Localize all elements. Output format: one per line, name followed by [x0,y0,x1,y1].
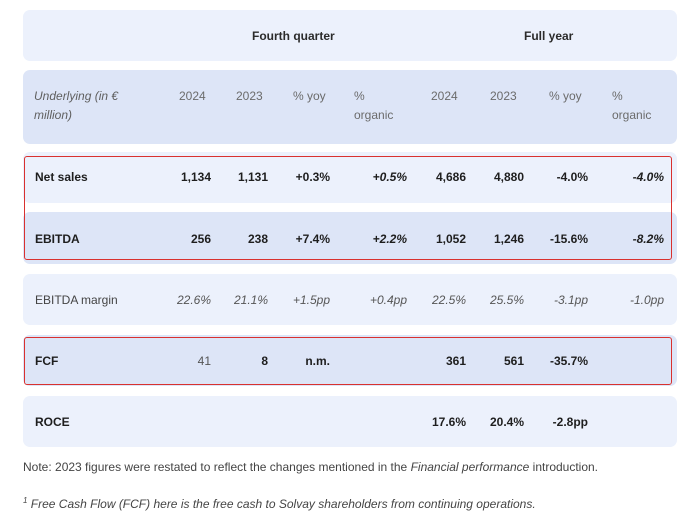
cell-fcf-q4-2023: 8 [261,354,268,368]
row-band-ebitda [23,212,677,264]
cell-margin-q4-yoy: +1.5pp [292,293,330,307]
highlight-fcf [24,337,672,385]
note-financial-performance: Financial performance [410,460,530,474]
cell-ebitda-fy-2024: 1,052 [435,232,466,246]
cell-roce-fy-2024: 17.6% [431,415,466,429]
col-fy-2023: 2023 [490,89,517,103]
cell-roce-fy-2023: 20.4% [489,415,524,429]
row-label-ebitda-margin: EBITDA margin [35,293,118,307]
cell-margin-fy-organic: -1.0pp [629,293,664,307]
fcf-footnote: 1 Free Cash Flow (FCF) here is the free … [23,496,536,511]
cell-ebitda-fy-2023: 1,246 [493,232,524,246]
group-full-year: Full year [524,29,574,43]
cell-fcf-fy-2024: 361 [445,354,466,368]
row-band-net-sales [23,152,677,203]
cell-fcf-q4-2024: 41 [197,354,211,368]
row-band-fcf [23,335,677,386]
cell-net-sales-q4-organic: +0.5% [372,170,407,184]
col-q4-2023: 2023 [236,89,263,103]
cell-net-sales-q4-yoy: +0.3% [295,170,330,184]
footnote-marker: 1 [23,496,28,505]
cell-ebitda-q4-2024: 256 [190,232,211,246]
cell-fcf-q4-yoy: n.m. [305,354,330,368]
cell-margin-q4-2024: 22.6% [176,293,211,307]
note-prefix: Note: 2023 figures were restated to refl… [23,460,411,474]
column-header-band [23,70,677,144]
col-q4-organic: % organic [354,89,394,122]
row-band-ebitda-margin [23,274,677,325]
col-q4-yoy: % yoy [293,89,326,103]
col-fy-yoy: % yoy [549,89,582,103]
col-fy-organic: % organic [612,89,652,122]
col-fy-2024: 2024 [431,89,458,103]
cell-net-sales-q4-2024: 1,134 [180,170,211,184]
group-fourth-quarter: Fourth quarter [252,29,335,43]
cell-ebitda-fy-organic: -8.2% [632,232,664,246]
cell-margin-q4-2023: 21.1% [233,293,268,307]
cell-roce-fy-yoy: -2.8pp [552,415,588,429]
row-band-roce [23,396,677,447]
cell-net-sales-fy-2024: 4,686 [435,170,466,184]
footnote-text: Free Cash Flow (FCF) here is the free ca… [27,497,536,511]
cell-fcf-fy-2023: 561 [503,354,524,368]
cell-ebitda-fy-yoy: -15.6% [549,232,588,246]
restatement-note: Note: 2023 figures were restated to refl… [23,460,598,474]
cell-net-sales-fy-organic: -4.0% [632,170,664,184]
cell-ebitda-q4-2023: 238 [247,232,268,246]
cell-fcf-fy-yoy: -35.7% [549,354,588,368]
highlight-net-sales-ebitda [24,156,672,260]
cell-margin-fy-2023: 25.5% [489,293,524,307]
col-q4-2024: 2024 [179,89,206,103]
cell-ebitda-q4-organic: +2.2% [372,232,407,246]
row-label-roce: ROCE [35,415,70,429]
cell-net-sales-fy-2023: 4,880 [493,170,524,184]
cell-net-sales-q4-2023: 1,131 [237,170,268,184]
row-label-net-sales: Net sales [35,170,88,184]
row-label-fcf: FCF [35,354,59,368]
note-suffix: introduction. [529,460,599,474]
cell-margin-q4-organic: +0.4pp [369,293,407,307]
cell-ebitda-q4-yoy: +7.4% [295,232,330,246]
header-group-band [23,10,677,61]
underlying-label: Underlying (in € million) [34,89,119,122]
cell-margin-fy-yoy: -3.1pp [553,293,588,307]
cell-net-sales-fy-yoy: -4.0% [556,170,588,184]
cell-margin-fy-2024: 22.5% [431,293,466,307]
row-label-ebitda: EBITDA [35,232,80,246]
